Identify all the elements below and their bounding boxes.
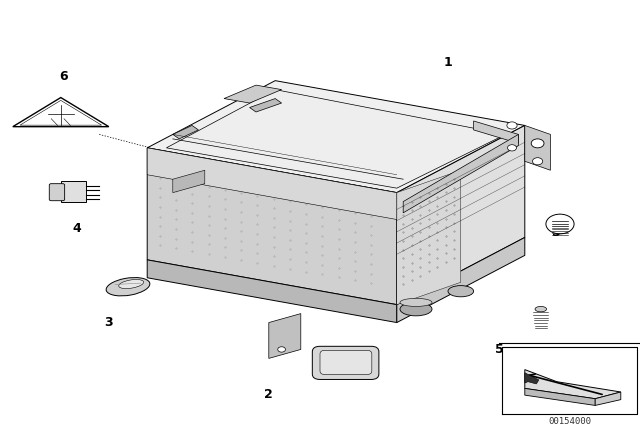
Polygon shape	[397, 237, 525, 323]
Polygon shape	[166, 90, 506, 188]
Polygon shape	[397, 170, 461, 305]
Polygon shape	[147, 81, 525, 193]
Circle shape	[546, 214, 574, 234]
Polygon shape	[173, 125, 198, 139]
Text: 2: 2	[264, 388, 273, 401]
Circle shape	[278, 347, 285, 352]
FancyBboxPatch shape	[320, 350, 372, 375]
FancyBboxPatch shape	[312, 346, 379, 379]
Polygon shape	[61, 181, 86, 202]
Polygon shape	[525, 125, 550, 170]
Polygon shape	[147, 260, 397, 323]
Polygon shape	[397, 125, 525, 305]
Polygon shape	[20, 100, 102, 125]
Text: 3: 3	[104, 316, 113, 329]
Ellipse shape	[106, 278, 150, 296]
Ellipse shape	[119, 280, 143, 289]
Text: 6: 6	[60, 69, 68, 83]
Text: 1: 1	[444, 56, 452, 69]
Text: 5: 5	[495, 343, 504, 356]
Polygon shape	[147, 148, 397, 220]
Polygon shape	[269, 314, 301, 358]
Polygon shape	[525, 373, 539, 384]
Ellipse shape	[448, 286, 474, 297]
Ellipse shape	[535, 306, 547, 312]
FancyBboxPatch shape	[49, 184, 65, 201]
Polygon shape	[147, 148, 397, 305]
Text: 4: 4	[72, 222, 81, 235]
Polygon shape	[474, 121, 518, 143]
Ellipse shape	[400, 298, 432, 306]
Ellipse shape	[400, 302, 432, 316]
Polygon shape	[595, 392, 621, 405]
Polygon shape	[525, 388, 595, 405]
Polygon shape	[224, 85, 282, 103]
Circle shape	[507, 122, 517, 129]
Text: 5: 5	[552, 226, 561, 240]
Circle shape	[508, 145, 516, 151]
Text: 00154000: 00154000	[548, 417, 591, 426]
Polygon shape	[403, 134, 518, 213]
Polygon shape	[525, 370, 621, 399]
Circle shape	[531, 139, 544, 148]
Polygon shape	[13, 98, 109, 127]
Polygon shape	[250, 99, 282, 112]
Polygon shape	[173, 170, 205, 193]
Circle shape	[532, 158, 543, 165]
